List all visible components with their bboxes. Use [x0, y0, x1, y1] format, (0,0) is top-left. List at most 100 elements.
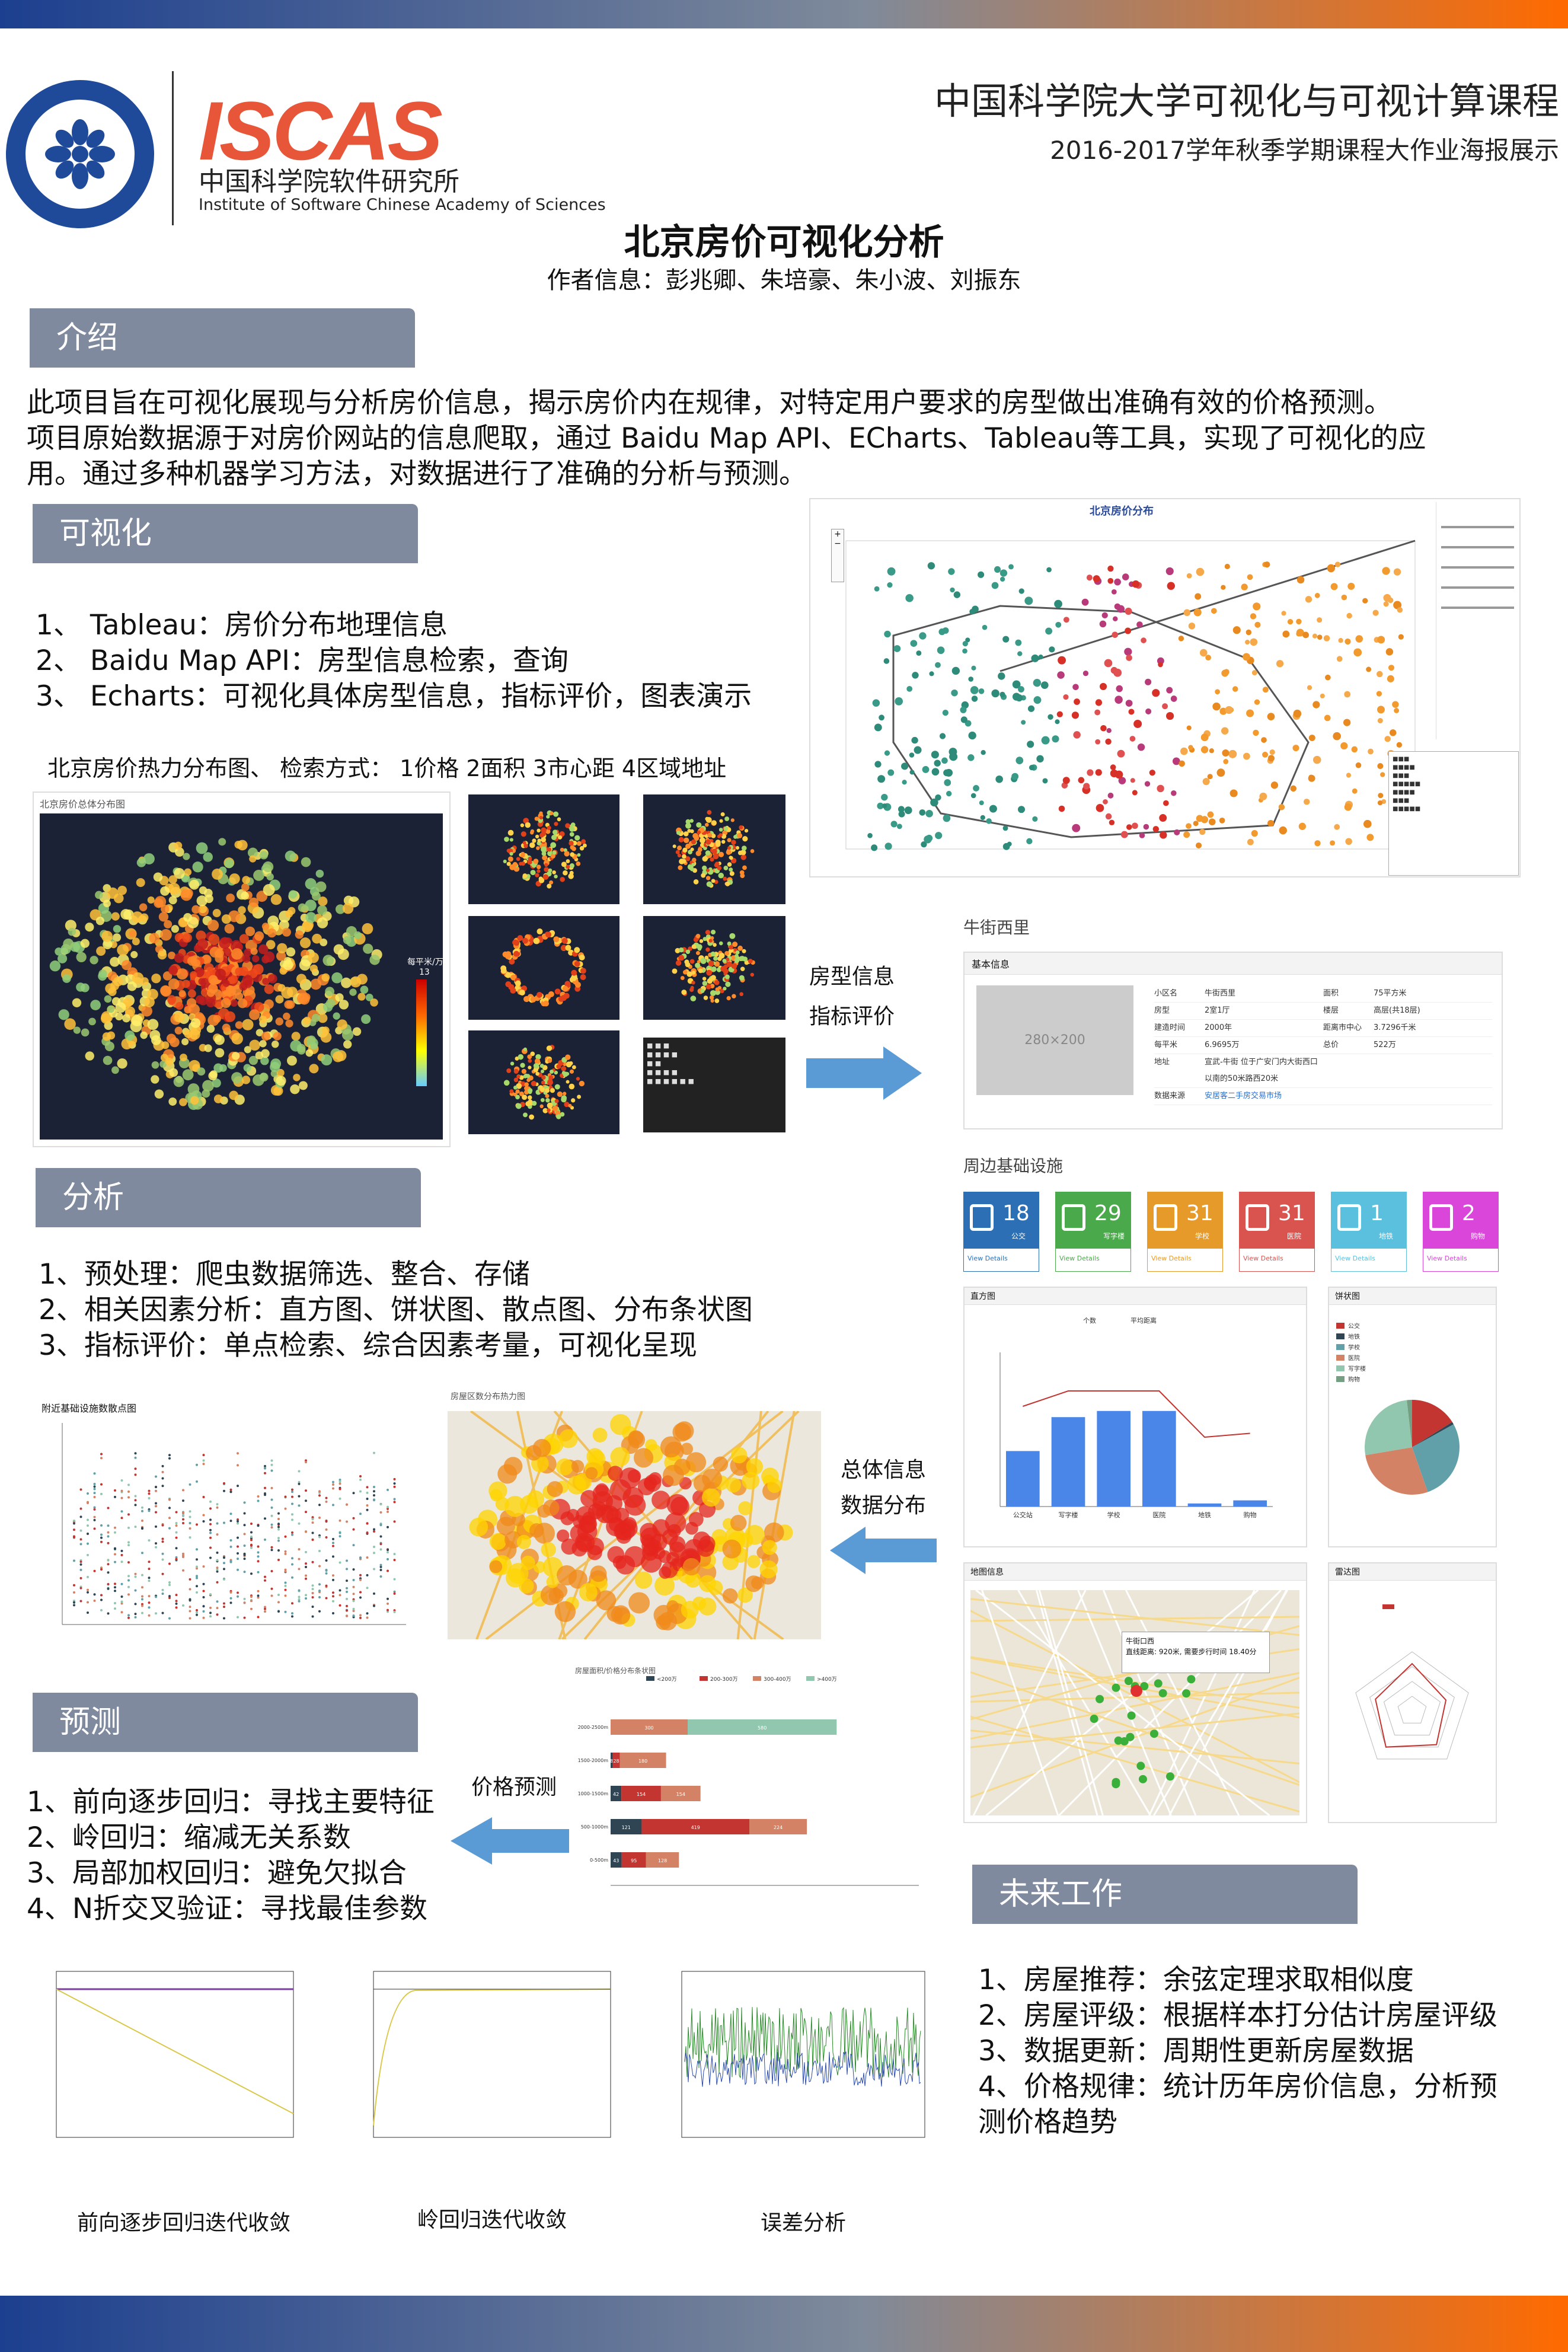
scatter-point	[107, 1524, 110, 1527]
scatter-point	[168, 1507, 171, 1510]
info-row: 地址 宣武-牛街 位于广安门内大街西口以南的50米路西20米	[1154, 1054, 1492, 1088]
map-point	[1071, 711, 1080, 719]
map-point	[1048, 714, 1053, 720]
legend-label: 200-300万	[710, 1677, 738, 1683]
thumb-dot	[561, 1096, 567, 1103]
heat-dot	[333, 944, 344, 955]
map-canvas[interactable]: 牛街口西 直线距离: 920米, 需要步行时间 18.40分	[970, 1590, 1299, 1815]
thumb-dot	[702, 976, 707, 981]
scatter-point	[264, 1575, 266, 1578]
thumb-dot	[704, 955, 709, 960]
facility-card-heart[interactable]: 31 医院 View Details	[1239, 1192, 1315, 1272]
map-point	[1353, 648, 1362, 657]
scatter-point	[250, 1531, 253, 1534]
facility-type: 购物	[1471, 1232, 1486, 1240]
heat-dot	[168, 883, 180, 895]
heat-dot	[164, 920, 173, 928]
scatter-point	[325, 1597, 328, 1600]
map-point	[982, 624, 988, 630]
scatter-point	[373, 1486, 375, 1489]
view-details-link[interactable]: View Details	[1151, 1255, 1192, 1262]
tableau-filter-sidebar[interactable]	[1436, 502, 1519, 739]
thumb-dot	[739, 975, 745, 981]
heat-blob	[702, 1469, 723, 1489]
view-details-link[interactable]: View Details	[1335, 1255, 1375, 1262]
scatter-point	[373, 1552, 375, 1555]
thumb-dot	[711, 966, 717, 972]
facility-card-train[interactable]: 1 地铁 View Details	[1331, 1192, 1407, 1272]
view-details-link[interactable]: View Details	[967, 1255, 1008, 1262]
map-point	[1253, 602, 1261, 611]
scatter-point	[298, 1558, 301, 1560]
facility-card-cart[interactable]: 2 购物 View Details	[1423, 1192, 1499, 1272]
thumb-dot	[536, 864, 541, 870]
visual-heading: 可视化	[33, 504, 418, 563]
map-point	[1312, 701, 1320, 709]
map-point	[981, 750, 986, 755]
scatter-point	[373, 1494, 375, 1497]
thumb-dot	[539, 816, 543, 820]
scatter-point	[87, 1501, 89, 1504]
scatter-point	[393, 1559, 396, 1562]
scatter-point	[277, 1523, 280, 1526]
scatter-point	[73, 1584, 75, 1587]
heat-dot	[249, 1009, 260, 1020]
heat-dot	[203, 852, 213, 862]
heat-dot	[144, 997, 155, 1007]
thumb-dot	[550, 1088, 555, 1093]
thumb-dot	[700, 958, 705, 963]
scatter-point	[134, 1456, 137, 1459]
bus-marker	[1112, 1683, 1120, 1692]
heat-dot	[298, 1081, 308, 1090]
scatter-point	[387, 1610, 389, 1613]
scatter-point	[284, 1570, 287, 1573]
scatter-point	[93, 1472, 96, 1475]
map-point	[960, 716, 967, 723]
heat-dot	[202, 1089, 210, 1098]
scatter-point	[264, 1467, 266, 1470]
thumb-dot	[689, 819, 694, 823]
map-point	[1388, 665, 1395, 671]
heat-blob	[635, 1571, 653, 1589]
thumb-dot	[718, 828, 723, 832]
heat-dot	[149, 933, 160, 944]
facility-card-school[interactable]: 31 学校 View Details	[1147, 1192, 1223, 1272]
map-point	[872, 699, 880, 707]
scatter-point	[311, 1538, 314, 1541]
scatter-point	[237, 1518, 239, 1521]
facility-card-bus[interactable]: 18 公交 View Details	[963, 1192, 1039, 1272]
heat-blob	[640, 1527, 662, 1549]
thumb-dot	[520, 823, 525, 828]
heat-dot	[204, 889, 213, 898]
scatter-point	[134, 1499, 137, 1502]
tableau-zoom-control[interactable]: + −	[831, 529, 844, 582]
scatter-point	[209, 1611, 212, 1614]
view-details-link[interactable]: View Details	[1243, 1255, 1283, 1262]
map-point	[1222, 749, 1230, 757]
legend-count: 个数	[1083, 1317, 1096, 1325]
scatter-point	[202, 1454, 205, 1457]
scatter-point	[229, 1545, 232, 1548]
thumb-dot	[718, 952, 725, 959]
map-point	[1380, 772, 1385, 777]
facility-card-building[interactable]: 29 写字楼 View Details	[1055, 1192, 1131, 1272]
scatter-point	[120, 1611, 123, 1614]
heat-dot	[356, 974, 368, 985]
view-details-link[interactable]: View Details	[1059, 1255, 1100, 1262]
thumb-dot	[547, 825, 551, 831]
scatter-point	[107, 1559, 110, 1562]
heat-blob	[542, 1499, 560, 1516]
heat-dot	[362, 923, 373, 934]
map-point	[1111, 589, 1117, 595]
scatter-point	[387, 1609, 389, 1611]
thumb-dot	[723, 826, 729, 831]
heat-dot	[254, 931, 264, 941]
thumb-dot	[729, 856, 733, 860]
scatter-point	[175, 1602, 178, 1605]
map-point	[1287, 618, 1294, 625]
view-details-link[interactable]: View Details	[1427, 1255, 1467, 1262]
thumb-dot	[554, 822, 558, 826]
map-point	[887, 582, 893, 588]
scatter-point	[141, 1519, 143, 1522]
heat-dot	[140, 977, 149, 985]
